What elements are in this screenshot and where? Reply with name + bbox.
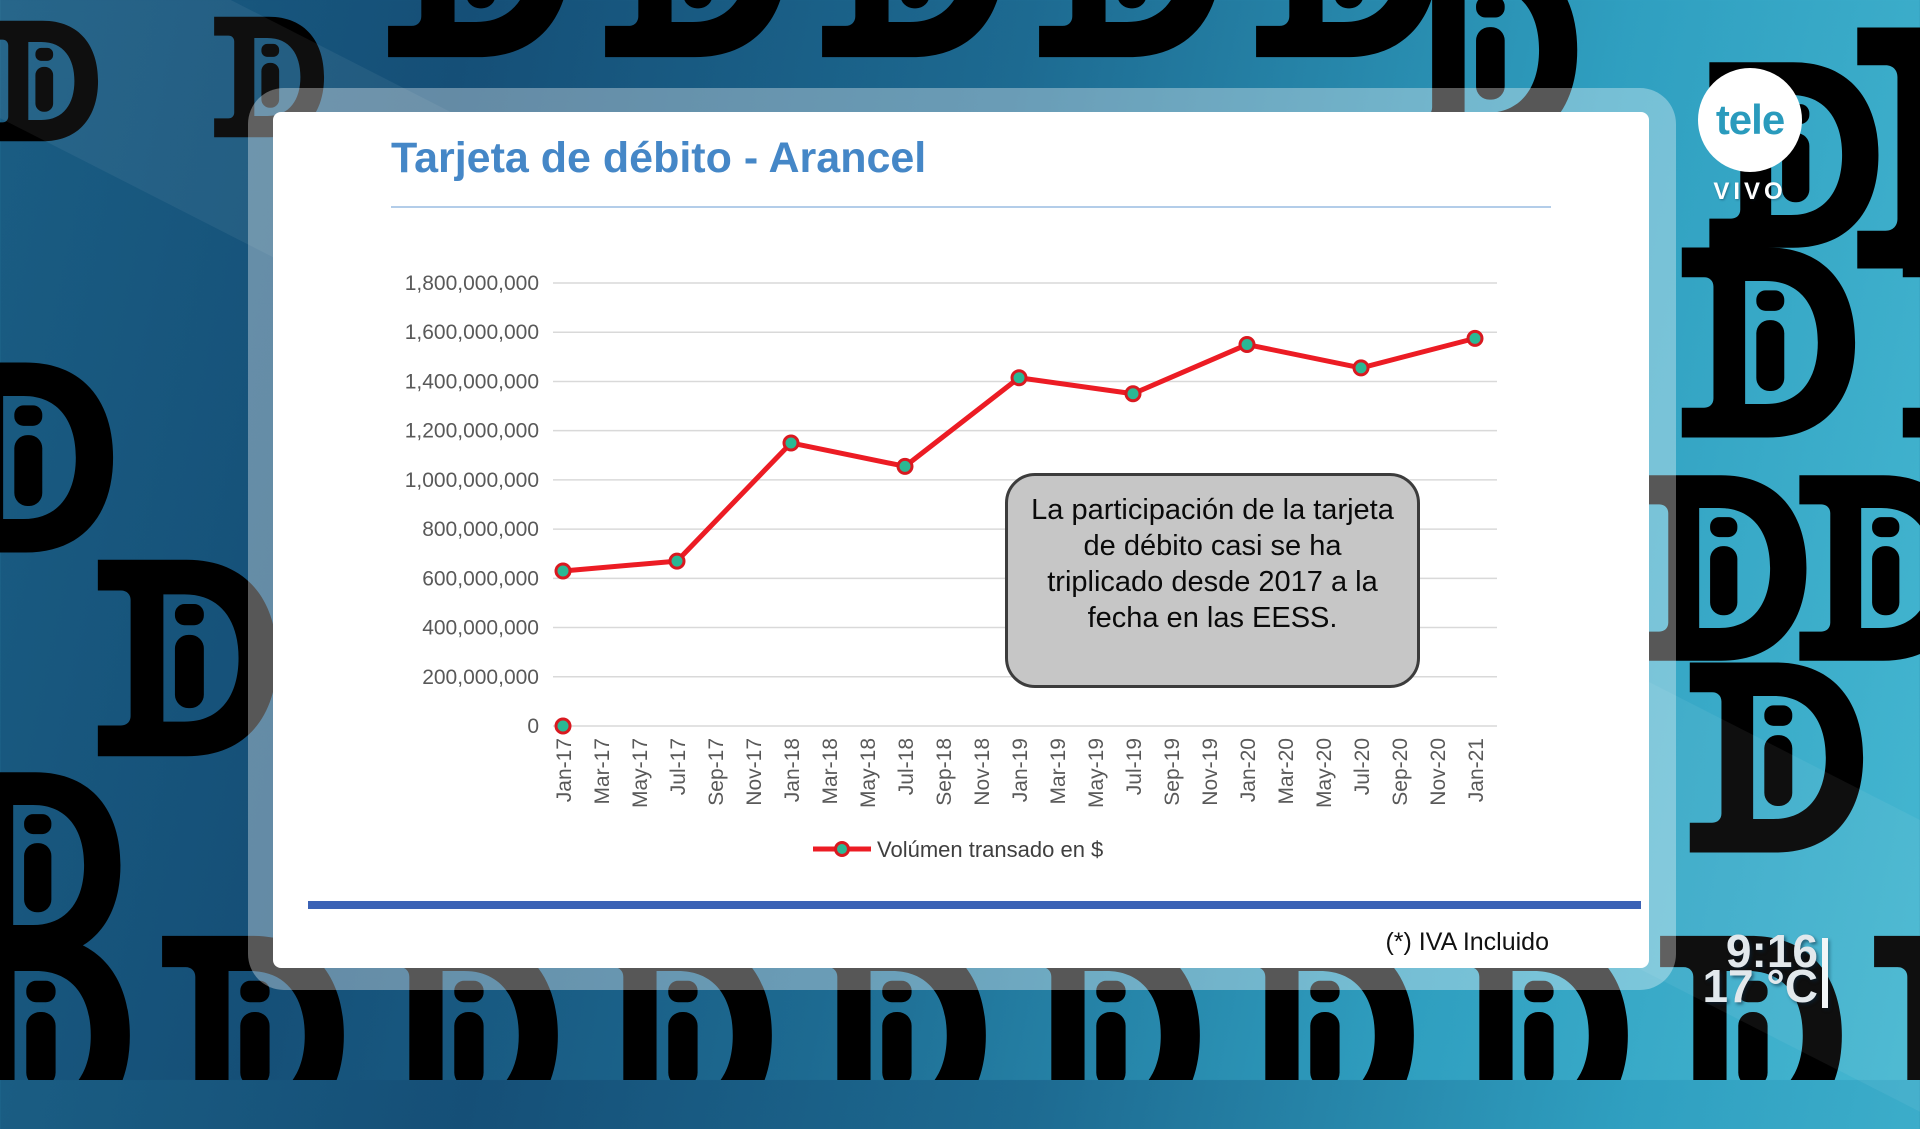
legend-marker	[834, 841, 850, 857]
data-point-marker	[1124, 385, 1142, 403]
clock-overlay: 9:16 17 °C	[1702, 925, 1818, 1012]
slide-title: Tarjeta de débito - Arancel	[391, 134, 927, 182]
series-Volúmen transado en $	[554, 329, 1484, 580]
x-tick-label: Jan-19	[1009, 738, 1032, 802]
legend-label: Volúmen transado en $	[877, 837, 1103, 862]
y-tick-label: 1,400,000,000	[405, 370, 539, 393]
y-tick-label: 0	[527, 715, 539, 738]
x-tick-label: Jul-18	[895, 738, 918, 795]
d-letter-motif	[0, 935, 130, 1080]
x-tick-label: Sep-17	[705, 738, 728, 806]
x-tick-label: May-17	[629, 738, 652, 808]
d-letter-motif	[1689, 662, 1864, 853]
data-point-marker	[1466, 329, 1484, 347]
d-letter-motif	[0, 362, 114, 553]
d-letter-motif	[1874, 935, 1920, 1080]
x-tick-label: Jan-17	[553, 738, 576, 802]
y-tick-label: 1,800,000,000	[405, 272, 539, 295]
line-chart: 0 200,000,000 400,000,000 600,000,000 800,00…	[405, 272, 1497, 862]
x-tick-label: Mar-18	[819, 738, 842, 805]
x-tick-label: Mar-17	[591, 738, 614, 805]
x-tick-label: Nov-17	[743, 738, 766, 806]
x-tick-label: Nov-20	[1427, 738, 1450, 806]
y-tick-label: 400,000,000	[422, 617, 539, 640]
x-tick-label: Jan-18	[781, 738, 804, 802]
legend: Volúmen transado en $	[813, 837, 1103, 862]
d-letter-motif	[1681, 247, 1856, 438]
tele-logo-text: tele	[1715, 96, 1785, 143]
y-tick-label: 1,200,000,000	[405, 420, 539, 443]
clock-temperature: 17 °C	[1702, 960, 1818, 1012]
tele-logo-circle: tele	[1698, 68, 1802, 172]
slide-card: Tarjeta de débito - Arancel 0 200,000,000…	[273, 112, 1649, 968]
bottom-accent-bar	[308, 901, 1641, 909]
d-letter-motif	[822, 0, 1004, 58]
d-letter-motif	[0, 772, 121, 958]
x-tick-label: Jul-19	[1123, 738, 1146, 795]
extra-markers	[554, 717, 572, 735]
data-point-marker	[1010, 369, 1028, 387]
y-tick-label: 600,000,000	[422, 567, 539, 590]
d-letter-motif	[605, 0, 787, 58]
title-underline	[391, 206, 1551, 208]
d-letter-motif	[1256, 0, 1438, 58]
y-tick-label: 1,000,000,000	[405, 469, 539, 492]
d-letter-motif	[1902, 247, 1920, 438]
d-letter-motif	[0, 20, 99, 142]
d-letter-motif	[388, 0, 570, 58]
annotation-callout: La participación de la tarjeta de débito…	[1005, 473, 1420, 688]
clock-divider-bar	[1822, 938, 1828, 1008]
x-tick-label: Sep-18	[933, 738, 956, 806]
y-axis-labels: 0 200,000,000 400,000,000 600,000,000 800,00…	[405, 272, 539, 738]
data-point-marker	[554, 562, 572, 580]
y-tick-label: 800,000,000	[422, 518, 539, 541]
data-point-marker	[668, 552, 686, 570]
x-tick-label: Jul-20	[1351, 738, 1374, 795]
broadcast-screen: { "broadcast": { "channel_logo": { "text…	[0, 0, 1920, 1080]
data-point-marker	[1352, 359, 1370, 377]
data-point-marker	[896, 457, 914, 475]
x-tick-label: Sep-19	[1161, 738, 1184, 806]
y-tick-label: 1,600,000,000	[405, 321, 539, 344]
x-tick-label: Nov-19	[1199, 738, 1222, 806]
footnote: (*) IVA Incluido	[1385, 928, 1549, 956]
x-tick-label: May-18	[857, 738, 880, 808]
d-letter-motif	[1039, 0, 1221, 58]
data-point-marker	[554, 717, 572, 735]
channel-logo: tele VIVO	[1698, 68, 1802, 206]
d-letter-motif	[1799, 475, 1920, 661]
x-tick-label: Jul-17	[667, 738, 690, 795]
x-tick-label: Jan-20	[1237, 738, 1260, 802]
live-badge: VIVO	[1713, 178, 1787, 205]
x-tick-label: Mar-19	[1047, 738, 1070, 805]
x-tick-label: Mar-20	[1275, 738, 1298, 805]
x-axis-labels: Jan-17 Mar-17 May-17 Jul-17 Sep-17 Nov-17 Jan-…	[553, 738, 1488, 808]
x-tick-label: Nov-18	[971, 738, 994, 806]
x-tick-label: Jan-21	[1465, 738, 1488, 802]
y-tick-label: 200,000,000	[422, 666, 539, 689]
x-tick-label: Sep-20	[1389, 738, 1412, 806]
x-tick-label: May-20	[1313, 738, 1336, 808]
data-point-marker	[1238, 336, 1256, 354]
data-point-marker	[782, 434, 800, 452]
x-tick-label: May-19	[1085, 738, 1108, 808]
clock-time: 9:16	[1725, 925, 1818, 977]
